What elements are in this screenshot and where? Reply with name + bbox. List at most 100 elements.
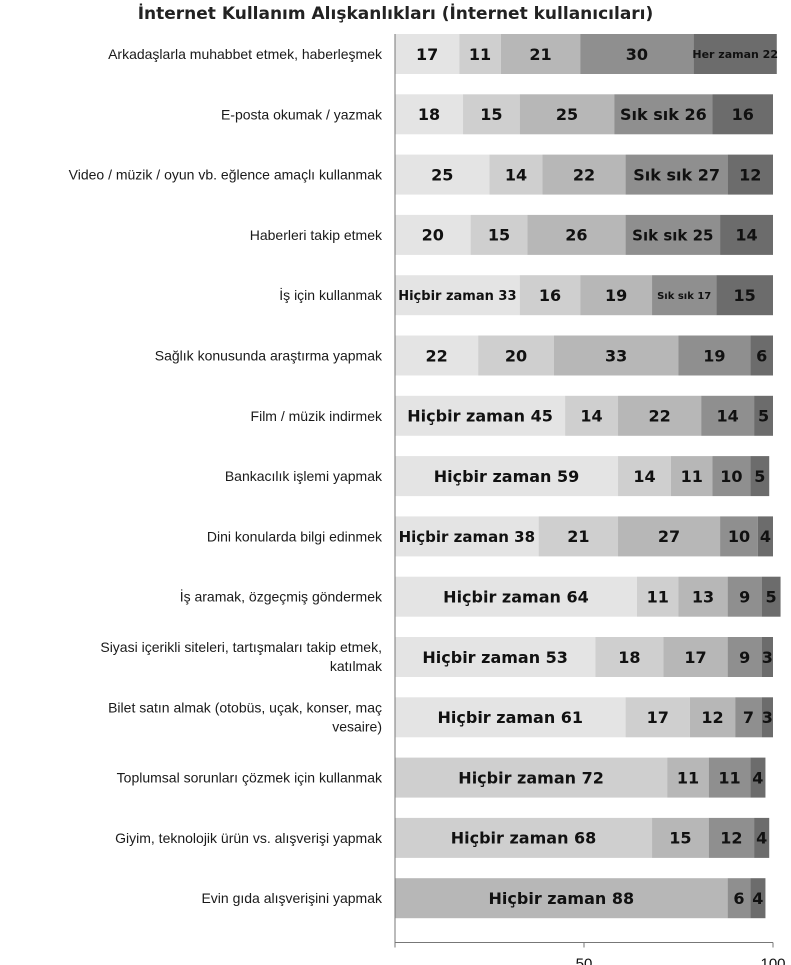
bar-value-label: 5 xyxy=(754,467,765,486)
bar-value-label: 15 xyxy=(488,226,510,245)
bar-segment xyxy=(395,94,464,135)
bar-value-label: 3 xyxy=(762,708,773,727)
bar-value-label: 4 xyxy=(760,527,771,546)
bar-segment xyxy=(395,275,520,316)
bar-value-label: 25 xyxy=(556,105,578,124)
bar-value-label: Hiçbir zaman 72 xyxy=(458,768,604,787)
bar-segment xyxy=(716,275,773,316)
bar-segment xyxy=(395,395,566,436)
bar-value-label: 17 xyxy=(416,45,438,64)
bar-value-label: 20 xyxy=(505,346,527,365)
bar-segment xyxy=(395,757,668,798)
bar-segment xyxy=(750,878,766,919)
bar-segment xyxy=(754,817,770,858)
category-label: Haberleri takip etmek xyxy=(250,227,383,243)
bar-value-label: 11 xyxy=(718,768,740,787)
bar-value-label: 18 xyxy=(418,105,440,124)
bar-value-label: 20 xyxy=(422,226,444,245)
bar-segment xyxy=(757,516,773,557)
bar-segment xyxy=(727,878,751,919)
chart-title: İnternet Kullanım Alışkanlıkları (İntern… xyxy=(137,4,654,24)
bar-segment xyxy=(625,214,721,255)
bars: 17 11 21 30 Her zaman 22 18 15 25 Sık sık 26 16 25… xyxy=(395,34,781,919)
bar-value-label: Hiçbir zaman 68 xyxy=(451,829,597,848)
bar-segment xyxy=(614,94,713,135)
bar-value-label: 5 xyxy=(758,407,769,426)
bar-value-label: 12 xyxy=(720,829,742,848)
bar-segment xyxy=(720,516,758,557)
bar-segment xyxy=(636,576,679,617)
bar-value-label: 11 xyxy=(677,768,699,787)
bar-value-label: 26 xyxy=(565,226,587,245)
bar-segment xyxy=(489,154,543,195)
bar-segment xyxy=(652,817,709,858)
category-label: vesaire) xyxy=(332,718,382,734)
bar-value-label: 10 xyxy=(728,527,750,546)
bar-segment xyxy=(761,637,773,677)
bar-segment xyxy=(720,214,773,255)
bar-value-label: 3 xyxy=(762,648,773,667)
category-label: Evin gıda alışverişini yapmak xyxy=(201,890,383,906)
bar-value-label: 11 xyxy=(469,45,491,64)
bar-value-label: 12 xyxy=(701,708,723,727)
bar-segment xyxy=(478,335,554,376)
bar-value-label: 22 xyxy=(573,165,595,184)
bar-value-label: 17 xyxy=(647,708,669,727)
bar-value-label: 21 xyxy=(567,527,589,546)
bar-value-label: 27 xyxy=(658,527,680,546)
category-label: Bankacılık işlemi yapmak xyxy=(225,468,383,484)
category-label: Bilet satın almak (otobüs, uçak, konser,… xyxy=(108,699,382,715)
bar-value-label: 12 xyxy=(739,165,761,184)
bar-value-label: 30 xyxy=(626,45,648,64)
bar-value-label: 13 xyxy=(692,587,714,606)
category-label: Video / müzik / oyun vb. eğlence amaçlı … xyxy=(69,167,383,183)
bar-segment xyxy=(712,94,773,135)
bar-segment xyxy=(761,697,773,738)
bar-value-label: Hiçbir zaman 61 xyxy=(438,708,584,727)
bar-segment xyxy=(500,34,581,74)
bar-segment xyxy=(670,456,713,497)
bar-segment xyxy=(750,456,770,497)
bar-segment xyxy=(395,516,539,557)
category-label: Giyim, teknolojik ürün vs. alışverişi ya… xyxy=(115,830,383,846)
bar-segment xyxy=(754,395,773,436)
category-label: E-posta okumak / yazmak xyxy=(221,106,383,122)
x-tick-label: 50 xyxy=(576,956,593,965)
bar-value-label: 16 xyxy=(539,286,561,305)
bar-value-label: 7 xyxy=(743,708,754,727)
bar-segment xyxy=(395,34,460,74)
bar-segment xyxy=(395,878,728,919)
bar-segment xyxy=(663,637,728,677)
bar-segment xyxy=(553,335,679,376)
bar-value-label: 10 xyxy=(720,467,742,486)
bar-value-label: 4 xyxy=(752,768,763,787)
bar-segment xyxy=(667,757,709,798)
bar-value-label: 14 xyxy=(633,467,655,486)
bar-segment xyxy=(395,697,626,738)
bar-value-label: Sık sık 26 xyxy=(620,105,707,124)
bar-value-label: 6 xyxy=(733,889,744,908)
bar-segment xyxy=(395,637,596,677)
category-label: Sağlık konusunda araştırma yapmak xyxy=(155,348,383,364)
bar-segment xyxy=(689,697,736,738)
bar-value-label: 15 xyxy=(734,286,756,305)
bar-value-label: Her zaman 22 xyxy=(692,48,778,61)
bar-value-label: 9 xyxy=(739,587,750,606)
bar-segment xyxy=(678,576,728,617)
category-label: katılmak xyxy=(330,658,383,674)
bar-value-label: Hiçbir zaman 88 xyxy=(489,889,635,908)
bar-value-label: Sık sık 25 xyxy=(632,226,713,244)
bar-segment xyxy=(712,456,751,497)
bar-segment xyxy=(618,516,721,557)
bar-value-label: 21 xyxy=(529,45,551,64)
bar-segment xyxy=(618,456,671,497)
bar-segment xyxy=(395,335,479,376)
category-label: İş için kullanmak xyxy=(279,286,383,303)
bar-segment xyxy=(750,335,773,376)
bar-segment xyxy=(395,576,637,617)
bar-segment xyxy=(580,34,694,74)
x-axis: 50 100 xyxy=(394,34,786,965)
bar-value-label: 18 xyxy=(618,648,640,667)
bar-value-label: 14 xyxy=(717,407,739,426)
bar-segment xyxy=(542,154,626,195)
